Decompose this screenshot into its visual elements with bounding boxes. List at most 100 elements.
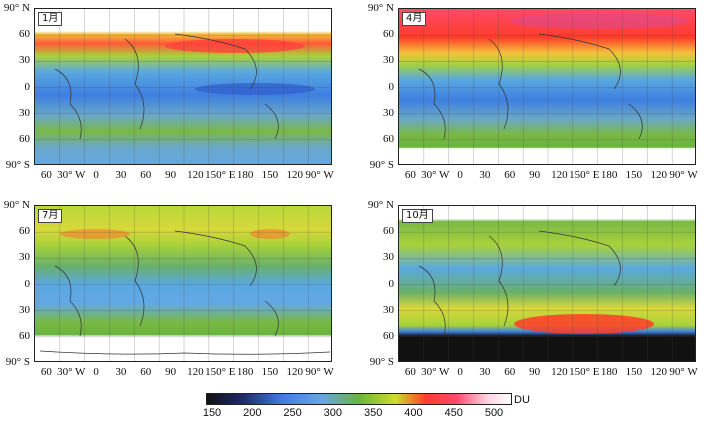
lon-tick-label: 60 — [40, 169, 52, 181]
lat-tick-label: 30 — [19, 251, 30, 264]
lon-tick-label: 150 — [261, 366, 279, 378]
colorbar-tick-label: 350 — [363, 407, 383, 419]
lon-tick-label: 90 — [165, 366, 177, 378]
lat-tick-label: 30 — [383, 54, 394, 67]
lat-tick-label: 60 — [19, 28, 30, 41]
lat-tick-label: 30 — [383, 251, 394, 264]
graticule — [399, 9, 695, 164]
lon-tick-label: 60 — [140, 366, 152, 378]
ozone-field-october — [399, 206, 695, 361]
lon-tick-label: 0 — [457, 169, 463, 181]
month-label: 10月 — [402, 209, 433, 223]
lon-tick-label: 30 — [479, 366, 491, 378]
lon-tick-label: 0 — [93, 169, 99, 181]
lat-tick-label: 90° S — [5, 356, 30, 368]
lon-tick-label: 120 — [551, 366, 568, 378]
lon-tick-label: 30° W — [421, 366, 450, 378]
lon-tick-label: 60 — [504, 366, 516, 378]
lon-tick-label: 120 — [187, 169, 204, 181]
lat-tick-label: 60 — [19, 132, 30, 145]
colorbar-tick-label: 500 — [484, 407, 504, 419]
lon-tick-label: 120 — [650, 169, 668, 181]
colorbar-tick-label: 450 — [444, 407, 463, 419]
lon-tick-label: 90 — [529, 366, 541, 378]
colorbar-tick-label: 150 — [202, 407, 222, 419]
lat-tick-label: 60 — [383, 28, 394, 41]
lat-tick-label: 90° S — [369, 356, 394, 368]
month-label: 7月 — [38, 209, 63, 223]
lon-tick-label: 30° W — [57, 169, 86, 181]
graticule — [399, 206, 695, 361]
graticule — [35, 206, 331, 361]
lat-tick-label: 0 — [388, 277, 395, 290]
lon-tick-label: 60 — [140, 169, 152, 181]
lon-tick-label: 60 — [404, 169, 416, 181]
lat-tick-label: 90° S — [5, 159, 30, 171]
lon-tick-label: 150° E — [205, 169, 236, 181]
lon-tick-label: 90° W — [669, 169, 698, 181]
lat-tick-label: 60 — [383, 329, 394, 342]
lon-tick-label: 30° W — [421, 169, 450, 181]
colorbar-unit: DU — [514, 394, 530, 406]
lon-tick-label: 120 — [187, 366, 204, 378]
lon-tick-label: 180 — [600, 169, 618, 181]
colorbar-tick-label: 400 — [404, 407, 423, 419]
map-october: 10月 — [398, 205, 696, 362]
map-july: 7月 — [34, 205, 332, 362]
map-january: 1月 — [34, 8, 332, 165]
ozone-field-july — [35, 206, 331, 361]
lat-tick-label: 0 — [24, 80, 31, 93]
lon-tick-label: 60 — [504, 169, 516, 181]
graticule — [35, 9, 331, 164]
lon-tick-label: 0 — [457, 366, 463, 378]
lon-tick-label: 30 — [115, 366, 127, 378]
lat-tick-label: 30 — [383, 106, 394, 119]
lon-tick-label: 180 — [600, 366, 618, 378]
month-label: 4月 — [402, 12, 427, 26]
map-april: 4月 — [398, 8, 696, 165]
colorbar-tick-label: 250 — [283, 407, 302, 419]
lon-tick-label: 150° E — [205, 366, 236, 378]
lon-tick-label: 120 — [286, 169, 304, 181]
lon-tick-label: 150° E — [569, 169, 600, 181]
lat-tick-label: 30 — [19, 106, 30, 119]
lat-tick-label: 30 — [19, 303, 30, 316]
ozone-field-april — [399, 9, 695, 164]
lon-tick-label: 30 — [479, 169, 491, 181]
lat-tick-label: 90° N — [367, 199, 394, 211]
lat-tick-label: 0 — [24, 277, 31, 290]
colorbar-ramp — [207, 394, 511, 404]
lon-tick-label: 120 — [650, 366, 668, 378]
lat-tick-label: 30 — [383, 303, 394, 316]
lat-tick-label: 60 — [19, 329, 30, 342]
lon-tick-label: 150 — [261, 169, 279, 181]
lat-tick-label: 90° N — [367, 2, 394, 14]
colorbar — [206, 393, 512, 405]
lat-tick-label: 90° N — [3, 2, 30, 14]
lon-tick-label: 150° E — [569, 366, 600, 378]
lat-tick-label: 30 — [19, 54, 30, 67]
lat-tick-label: 90° N — [3, 199, 30, 211]
lon-tick-label: 60 — [40, 366, 52, 378]
lon-tick-label: 30 — [115, 169, 127, 181]
lat-tick-label: 0 — [388, 80, 395, 93]
lon-tick-label: 90 — [529, 169, 541, 181]
lon-tick-label: 150 — [625, 169, 643, 181]
lon-tick-label: 30° W — [57, 366, 86, 378]
colorbar-tick-label: 300 — [323, 407, 343, 419]
lon-tick-label: 150 — [625, 366, 643, 378]
lon-tick-label: 90 — [165, 169, 177, 181]
ozone-field-january — [35, 9, 331, 164]
lon-tick-label: 180 — [236, 366, 254, 378]
month-label: 1月 — [38, 12, 63, 26]
lon-tick-label: 180 — [236, 169, 254, 181]
lon-tick-label: 90° W — [669, 366, 698, 378]
colorbar-tick-label: 200 — [243, 407, 262, 419]
lon-tick-label: 90° W — [305, 169, 334, 181]
lon-tick-label: 120 — [551, 169, 568, 181]
lat-tick-label: 60 — [383, 132, 394, 145]
lon-tick-label: 120 — [286, 366, 304, 378]
lon-tick-label: 90° W — [305, 366, 334, 378]
lat-tick-label: 90° S — [369, 159, 394, 171]
lon-tick-label: 60 — [404, 366, 416, 378]
